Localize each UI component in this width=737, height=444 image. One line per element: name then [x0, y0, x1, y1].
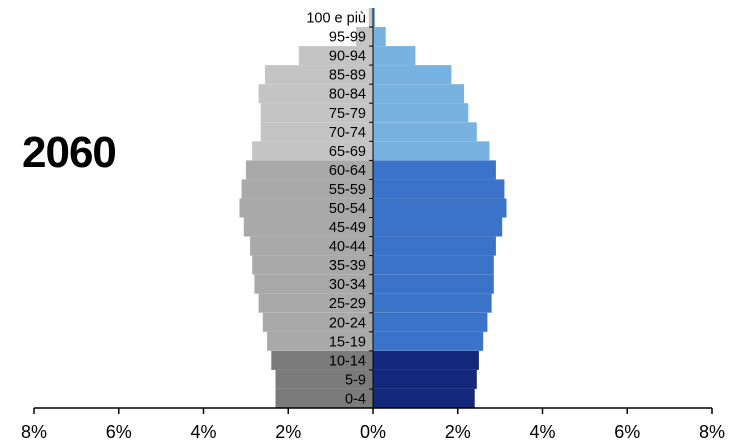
- bar-left-25-29: [258, 293, 373, 313]
- bar-right-25-29: [373, 293, 492, 313]
- bars-left-group: [239, 8, 373, 408]
- bar-left-55-59: [241, 179, 373, 199]
- age-label-5-9: 5-9: [345, 372, 366, 388]
- x-tick-label: 4%: [529, 422, 555, 442]
- age-label-20-24: 20-24: [329, 315, 366, 331]
- bar-left-60-64: [245, 160, 373, 180]
- bar-left-85-89: [264, 65, 373, 85]
- bar-left-35-39: [252, 255, 373, 275]
- x-axis: 8% 6% 4% 2% 0% 2% 4% 6% 8%: [21, 8, 725, 442]
- bar-left-40-44: [250, 236, 373, 256]
- age-label-100-e-più: 100 e più: [306, 11, 366, 27]
- bar-right-95-99: [373, 27, 386, 46]
- x-tick-label: 0%: [360, 422, 386, 442]
- age-label-95-99: 95-99: [329, 30, 366, 46]
- bar-right-80-84: [373, 84, 465, 104]
- bar-left-90-94: [298, 46, 373, 66]
- x-tick-label: 2%: [275, 422, 301, 442]
- age-label-75-79: 75-79: [329, 106, 366, 122]
- x-tick-label: 4%: [190, 422, 216, 442]
- bar-right-35-39: [373, 255, 494, 275]
- age-labels-group: 0-4 5-9 10-14 15-19 20-24 25-29 30-34 35-39 40-4…: [306, 11, 373, 409]
- bar-left-0-4: [275, 389, 373, 408]
- bar-right-30-34: [373, 274, 494, 294]
- bar-left-10-14: [271, 350, 373, 370]
- age-label-55-59: 55-59: [329, 182, 366, 198]
- bar-left-80-84: [258, 84, 373, 104]
- bar-right-85-89: [373, 65, 452, 85]
- bar-right-90-94: [373, 46, 416, 66]
- x-tick-label: 6%: [106, 422, 132, 442]
- age-label-65-69: 65-69: [329, 144, 366, 160]
- age-label-60-64: 60-64: [329, 163, 366, 179]
- bar-right-10-14: [373, 350, 479, 370]
- age-label-45-49: 45-49: [329, 220, 366, 236]
- year-label: 2060: [22, 128, 117, 177]
- bar-right-5-9: [373, 369, 477, 389]
- bar-right-15-19: [373, 331, 484, 351]
- age-label-10-14: 10-14: [329, 353, 366, 369]
- age-label-85-89: 85-89: [329, 68, 366, 84]
- age-label-35-39: 35-39: [329, 258, 366, 274]
- x-tick-label: 8%: [21, 422, 47, 442]
- age-label-70-74: 70-74: [329, 125, 366, 141]
- age-label-40-44: 40-44: [329, 239, 366, 255]
- bar-left-5-9: [275, 369, 373, 389]
- bar-left-15-19: [267, 331, 373, 351]
- bars-right-group: [373, 8, 507, 408]
- bar-left-95-99: [356, 27, 373, 46]
- bar-right-75-79: [373, 103, 469, 123]
- bar-right-0-4: [373, 389, 475, 408]
- bar-left-30-34: [254, 274, 373, 294]
- age-label-90-94: 90-94: [329, 49, 366, 65]
- x-tick-label: 6%: [614, 422, 640, 442]
- bar-left-50-54: [239, 198, 373, 218]
- x-tick-label: 2%: [445, 422, 471, 442]
- x-tick-label: 8%: [699, 422, 725, 442]
- bar-left-45-49: [243, 217, 373, 237]
- bar-right-40-44: [373, 236, 496, 256]
- bar-left-75-79: [260, 103, 373, 123]
- bar-right-20-24: [373, 312, 488, 332]
- bar-left-20-24: [262, 312, 373, 332]
- bar-left-100-e-più: [368, 8, 373, 27]
- bar-right-55-59: [373, 179, 505, 199]
- age-label-30-34: 30-34: [329, 277, 366, 293]
- age-label-25-29: 25-29: [329, 296, 366, 312]
- bar-left-70-74: [260, 122, 373, 142]
- bar-right-70-74: [373, 122, 477, 142]
- bar-right-45-49: [373, 217, 503, 237]
- age-label-50-54: 50-54: [329, 201, 366, 217]
- age-label-15-19: 15-19: [329, 334, 366, 350]
- bar-right-50-54: [373, 198, 507, 218]
- bar-left-65-69: [252, 141, 373, 161]
- age-label-80-84: 80-84: [329, 87, 366, 103]
- bar-right-65-69: [373, 141, 490, 161]
- bar-right-100-e-più: [373, 8, 376, 27]
- age-label-0-4: 0-4: [345, 392, 366, 408]
- bar-right-60-64: [373, 160, 496, 180]
